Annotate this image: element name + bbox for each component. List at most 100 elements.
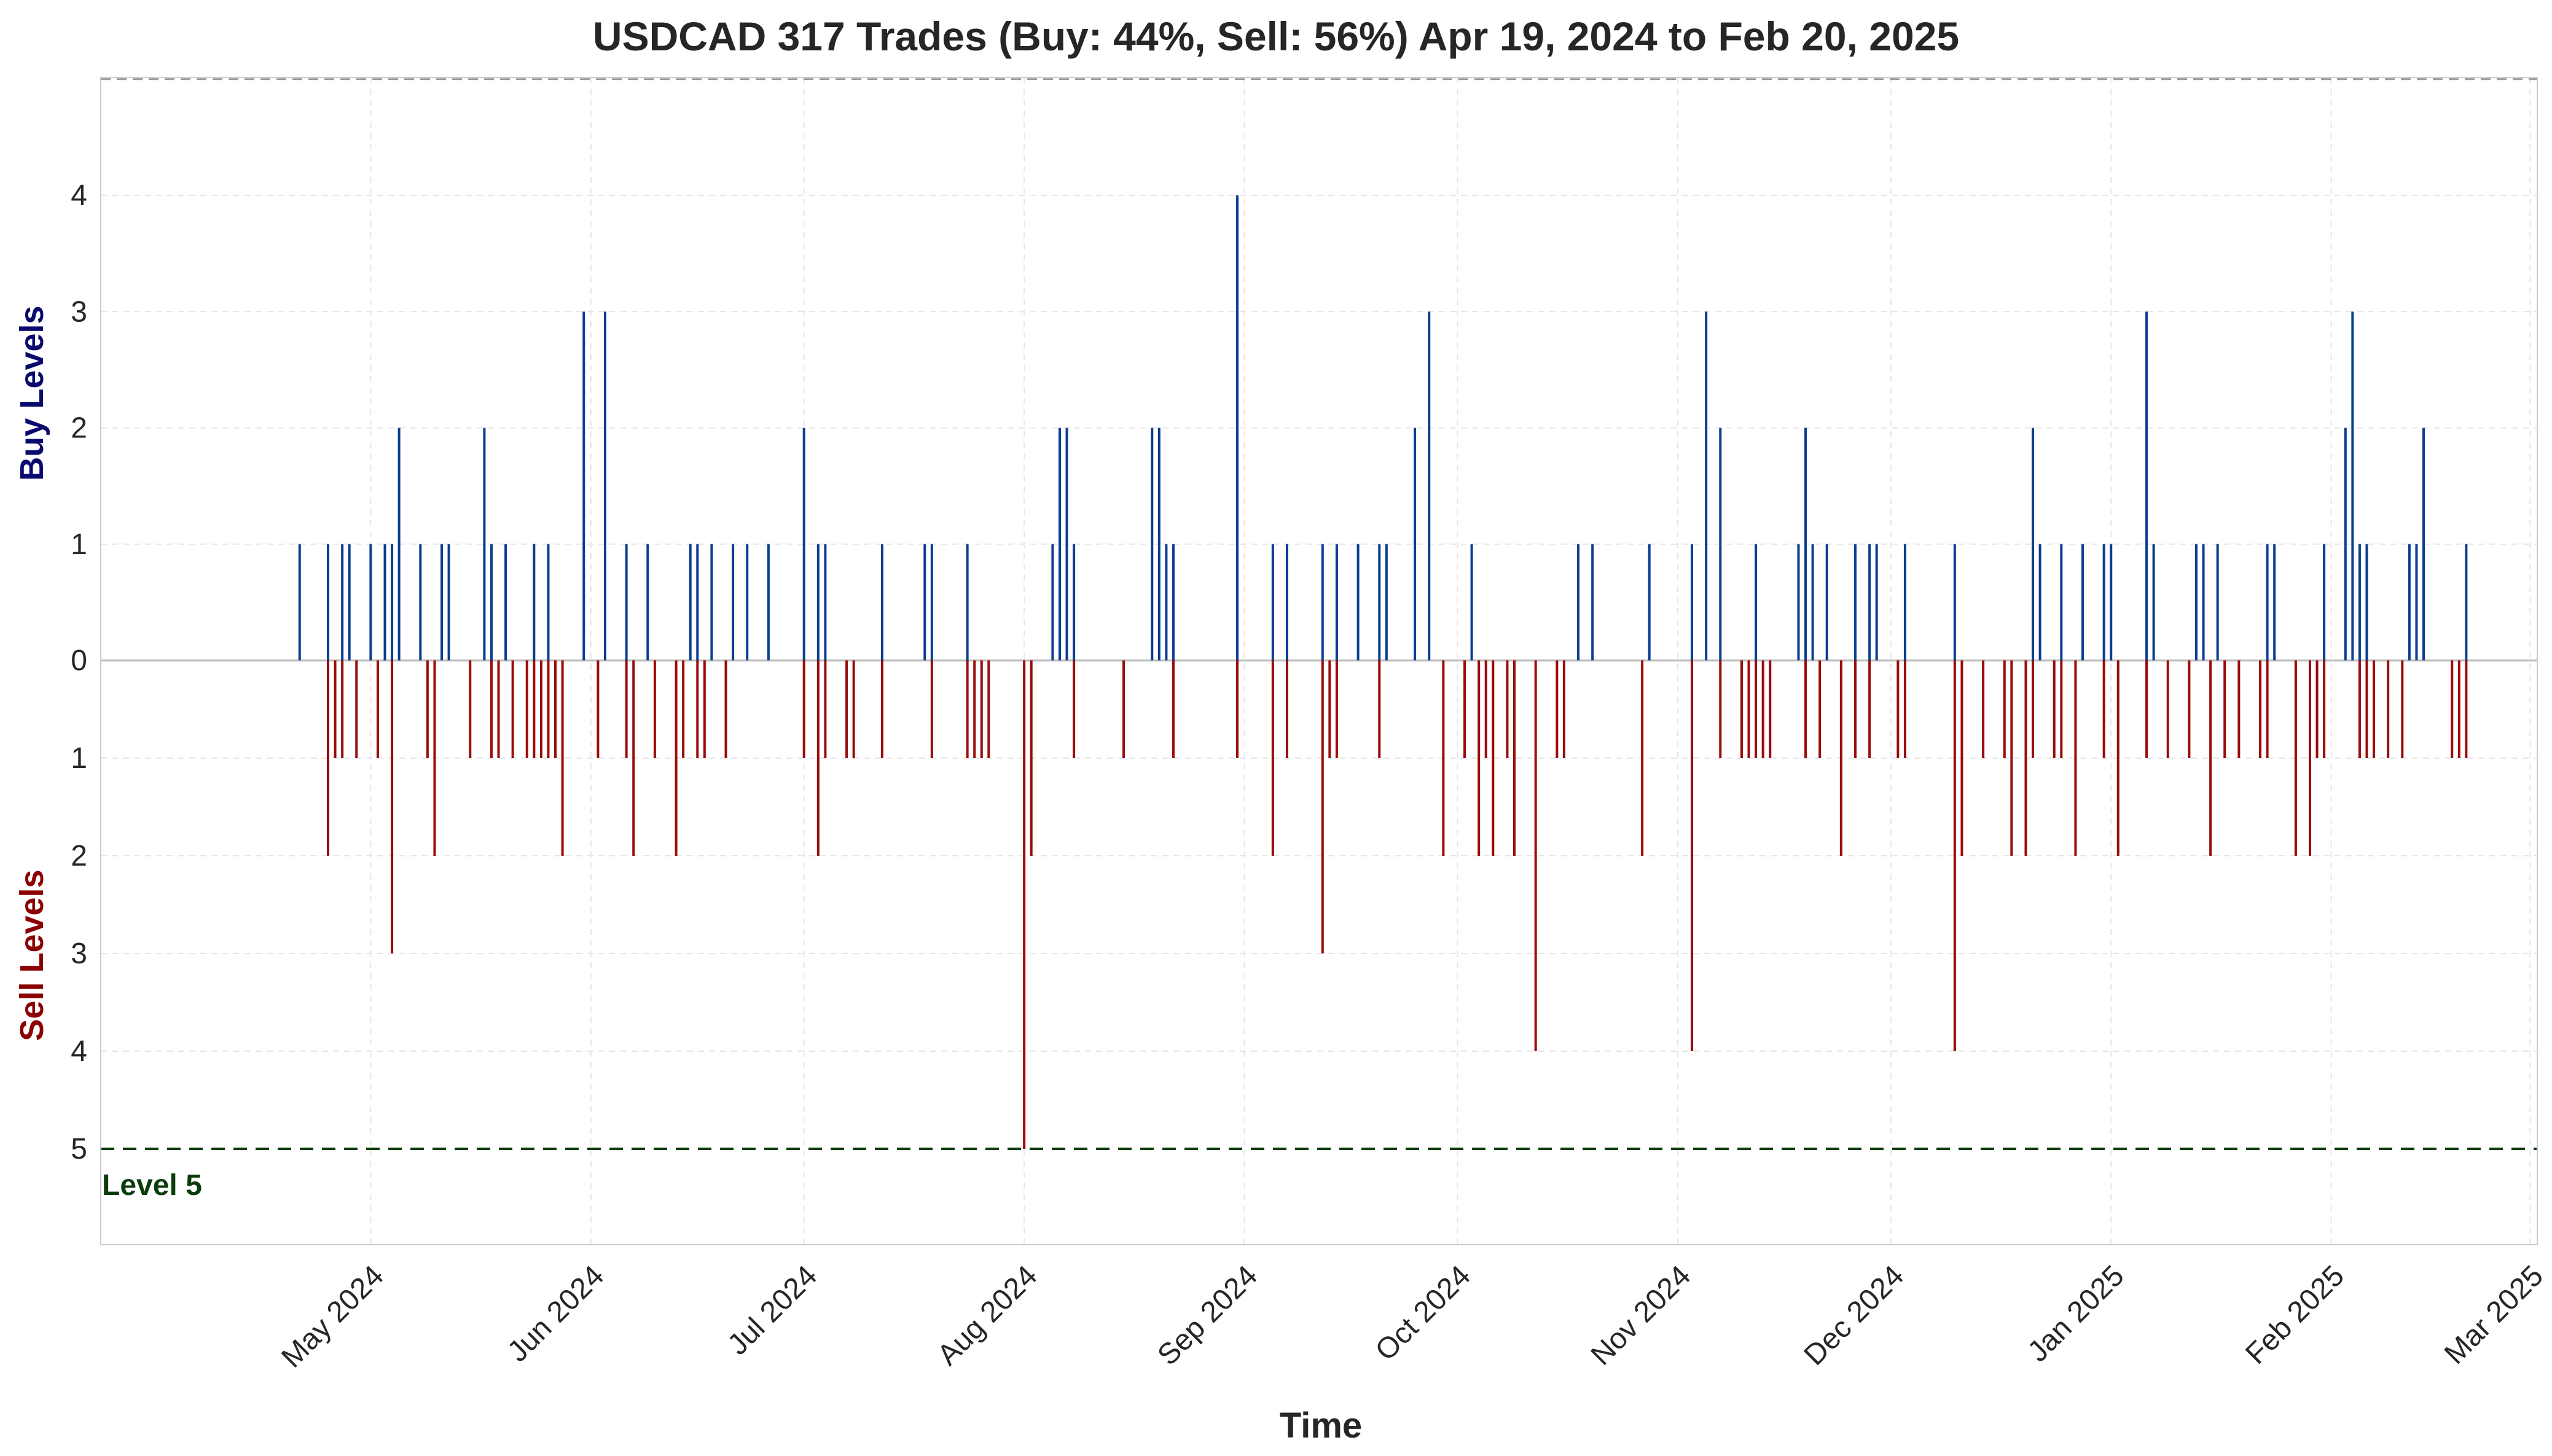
buy-bar-75 — [2152, 544, 2155, 660]
sell-bar-65 — [1755, 660, 1758, 758]
sell-bar-42 — [1172, 660, 1175, 758]
buy-bar-31 — [930, 544, 933, 660]
sell-bar-2 — [341, 660, 344, 758]
sell-bar-25 — [703, 660, 706, 758]
buy-bar-55 — [1691, 544, 1694, 660]
buy-bar-7 — [397, 428, 401, 660]
buy-bar-2 — [341, 544, 344, 660]
buy-bar-82 — [2344, 428, 2347, 660]
sell-bar-43 — [1236, 660, 1239, 758]
sell-bar-30 — [845, 660, 848, 758]
sell-bar-53 — [1484, 660, 1487, 758]
sell-bar-80 — [2024, 660, 2027, 856]
buy-bar-83 — [2351, 311, 2354, 660]
sell-bar-93 — [2259, 660, 2262, 758]
sell-bar-21 — [653, 660, 656, 758]
buy-bar-63 — [1853, 544, 1857, 660]
sell-bar-94 — [2266, 660, 2269, 758]
sell-bar-40 — [1073, 660, 1076, 758]
buy-bar-19 — [646, 544, 649, 660]
sell-bar-33 — [930, 660, 933, 758]
sell-bar-61 — [1691, 660, 1694, 1051]
buy-bar-50 — [1428, 311, 1431, 660]
buy-bar-41 — [1236, 195, 1239, 660]
sell-bar-56 — [1513, 660, 1516, 856]
sell-bar-19 — [625, 660, 628, 758]
buy-bar-6 — [391, 544, 394, 660]
buy-bar-48 — [1385, 544, 1388, 660]
sell-bar-41 — [1122, 660, 1125, 758]
buy-bar-35 — [1065, 428, 1068, 660]
sell-bar-68 — [1804, 660, 1807, 758]
sell-bar-75 — [1953, 660, 1956, 1051]
sell-bar-3 — [355, 660, 358, 758]
x-axis-label: Time — [1280, 1406, 1362, 1446]
sell-bar-85 — [2102, 660, 2105, 758]
sell-bar-87 — [2145, 660, 2148, 758]
grid-lines — [101, 77, 2537, 1245]
sell-bar-51 — [1463, 660, 1466, 758]
buy-bar-65 — [1875, 544, 1878, 660]
buy-bar-71 — [2081, 544, 2084, 660]
sell-bar-49 — [1378, 660, 1381, 758]
buy-bar-3 — [348, 544, 351, 660]
buy-bar-1 — [327, 544, 330, 660]
buy-bar-28 — [824, 544, 827, 660]
sell-bar-15 — [547, 660, 550, 758]
sell-bar-92 — [2237, 660, 2241, 758]
buy-bar-20 — [689, 544, 692, 660]
sell-bar-23 — [682, 660, 685, 758]
buy-bar-18 — [625, 544, 628, 660]
buy-bar-80 — [2273, 544, 2276, 660]
sell-bar-91 — [2223, 660, 2226, 758]
buy-bar-84 — [2358, 544, 2361, 660]
buy-bar-40 — [1172, 544, 1175, 660]
buy-bar-67 — [1953, 544, 1956, 660]
buy-bar-66 — [1903, 544, 1906, 660]
sell-bar-11 — [511, 660, 514, 758]
buy-bar-89 — [2465, 544, 2468, 660]
sell-bar-82 — [2053, 660, 2056, 758]
y-tick-sell-5: 5 — [71, 1133, 87, 1165]
buy-bar-26 — [802, 428, 805, 660]
sell-bar-72 — [1868, 660, 1871, 758]
y-tick-buy-4: 4 — [71, 179, 87, 212]
buy-bar-32 — [966, 544, 969, 660]
sell-bar-28 — [816, 660, 820, 856]
sell-bar-81 — [2032, 660, 2035, 758]
buy-bar-49 — [1414, 428, 1417, 660]
buy-bar-64 — [1868, 544, 1871, 660]
buy-bar-22 — [710, 544, 713, 660]
sell-bar-101 — [2373, 660, 2376, 758]
sell-bar-12 — [525, 660, 528, 758]
sell-bar-66 — [1761, 660, 1764, 758]
y-tick-buy-3: 3 — [71, 296, 87, 328]
buy-bar-69 — [2038, 544, 2041, 660]
buy-bar-37 — [1151, 428, 1154, 660]
buy-bar-46 — [1356, 544, 1360, 660]
buy-bar-53 — [1591, 544, 1594, 660]
sell-bar-32 — [880, 660, 883, 758]
sell-bar-45 — [1285, 660, 1288, 758]
sell-bar-100 — [2365, 660, 2368, 758]
buy-bar-52 — [1577, 544, 1580, 660]
chart-title: USDCAD 317 Trades (Buy: 44%, Sell: 56%) … — [593, 14, 1959, 59]
y-tick-sell-1: 1 — [71, 742, 87, 775]
sell-bar-24 — [696, 660, 699, 758]
sell-bar-13 — [533, 660, 536, 758]
y-tick-buy-0: 0 — [71, 644, 87, 677]
buy-bar-58 — [1755, 544, 1758, 660]
buy-bar-85 — [2365, 544, 2368, 660]
buy-bar-77 — [2202, 544, 2205, 660]
sell-bar-98 — [2323, 660, 2326, 758]
sell-bar-16 — [554, 660, 557, 758]
sell-bar-34 — [966, 660, 969, 758]
buy-bar-60 — [1804, 428, 1807, 660]
sell-bar-74 — [1903, 660, 1906, 758]
sell-bar-14 — [539, 660, 542, 758]
buy-bar-10 — [447, 544, 450, 660]
buy-bar-5 — [383, 544, 386, 660]
buy-bar-11 — [483, 428, 486, 660]
sell-bar-90 — [2209, 660, 2212, 856]
